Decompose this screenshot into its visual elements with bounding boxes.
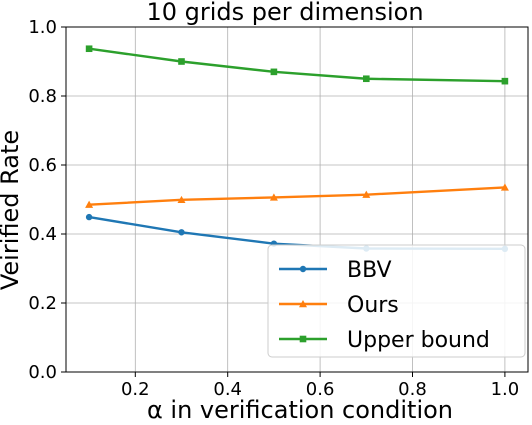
- x-tick-label: 1.0: [491, 379, 520, 400]
- x-axis-label: α in verification condition: [147, 396, 453, 424]
- chart-title: 10 grids per dimension: [146, 0, 423, 26]
- legend-frame: [267, 244, 526, 358]
- legend-item-ours: Ours: [279, 293, 399, 318]
- data-point-upper-bound: [501, 77, 509, 85]
- y-tick-label: 0.8: [28, 86, 57, 107]
- y-axis-label: Veirified Rate: [0, 130, 24, 290]
- data-point-ours: [362, 190, 371, 198]
- y-tick-label: 0.6: [28, 155, 57, 176]
- x-tick-label: 0.8: [398, 379, 427, 400]
- series-line-upper-bound: [88, 47, 505, 83]
- data-point-upper-bound: [85, 45, 93, 53]
- y-tick-label: 1.0: [28, 17, 57, 38]
- legend-swatch-marker: [299, 265, 307, 273]
- series-ours: [85, 183, 509, 208]
- y-axis-ticks: 0.0 0.2 0.4 0.6 0.8 1.0: [28, 17, 66, 383]
- data-point-ours: [269, 193, 278, 201]
- x-tick-label: 0.6: [306, 379, 335, 400]
- y-tick-label: 0.4: [28, 224, 57, 245]
- legend-swatch-marker: [299, 300, 307, 308]
- data-point-ours: [177, 195, 186, 204]
- legend-label: Ours: [347, 293, 399, 318]
- legend-label: Upper bound: [347, 328, 490, 353]
- y-tick-label: 0.0: [28, 362, 57, 383]
- plot-frame: [65, 26, 529, 373]
- legend-label: BBV: [347, 258, 392, 283]
- data-point-bbv: [85, 213, 93, 221]
- x-axis-ticks: 0.2 0.4 0.6 0.8 1.0: [121, 372, 519, 400]
- legend-swatch-marker: [299, 335, 307, 343]
- data-point-upper-bound: [270, 68, 278, 76]
- legend: BBV Ours Upper bound: [267, 244, 526, 358]
- series-layer: [85, 45, 509, 253]
- y-tick-label: 0.2: [28, 293, 57, 314]
- series-upper-bound: [85, 45, 509, 85]
- data-point-ours: [500, 183, 509, 191]
- x-tick-label: 0.4: [213, 379, 242, 400]
- series-line-bbv: [88, 215, 505, 251]
- data-point-ours: [85, 200, 94, 208]
- data-point-upper-bound: [178, 58, 185, 65]
- series-line-ours: [89, 186, 505, 206]
- legend-item-bbv: BBV: [279, 258, 392, 283]
- data-point-bbv: [178, 229, 185, 236]
- x-tick-label: 0.2: [121, 379, 150, 400]
- data-point-upper-bound: [363, 75, 370, 83]
- legend-item-upper-bound: Upper bound: [279, 328, 490, 353]
